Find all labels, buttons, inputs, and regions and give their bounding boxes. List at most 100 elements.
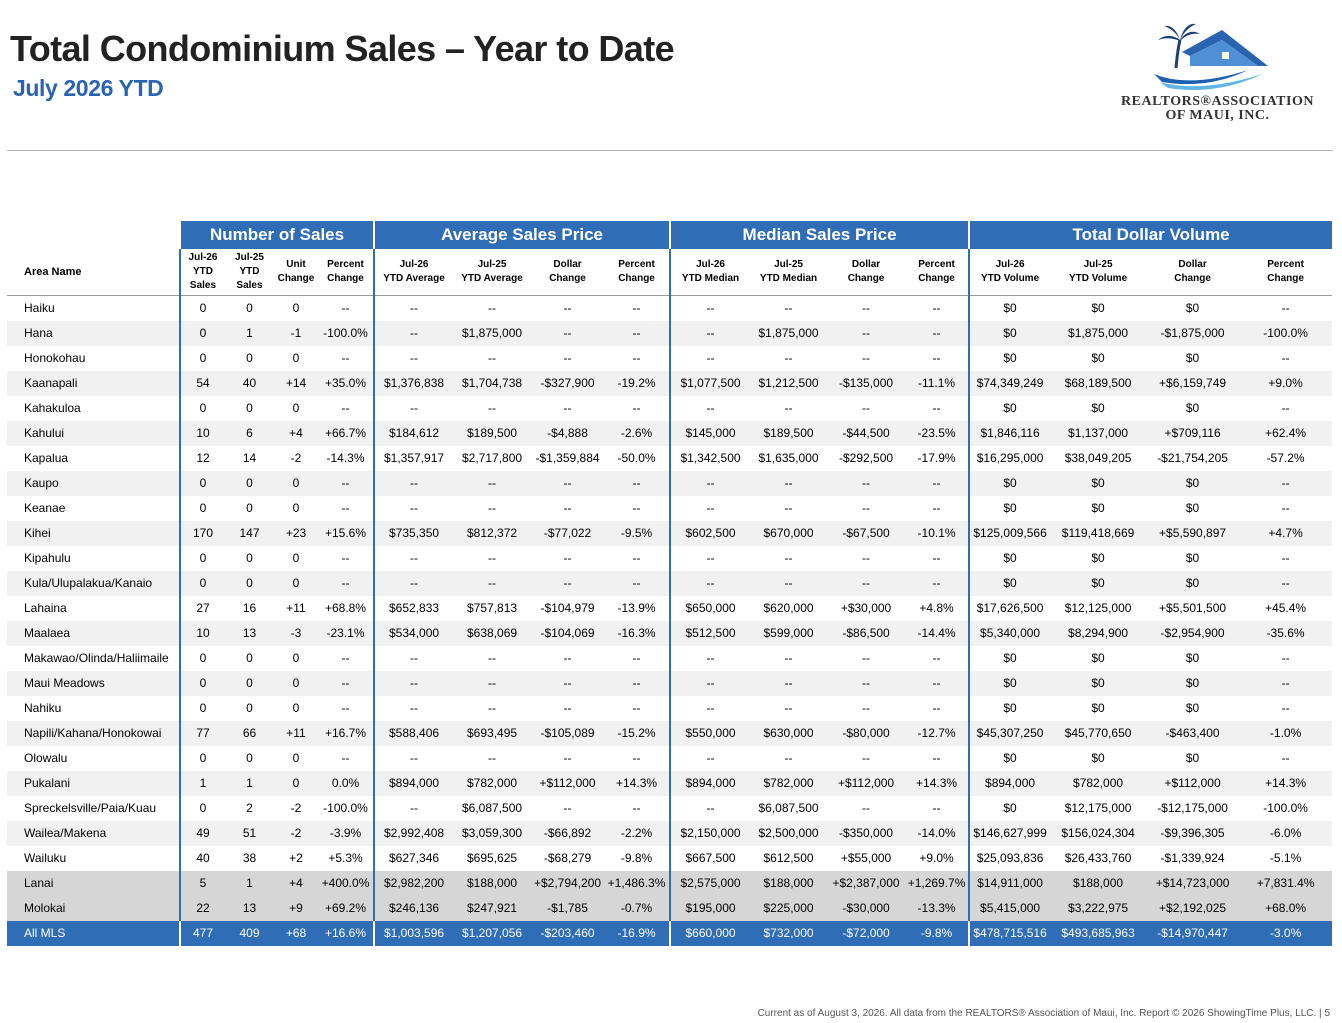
table-cell: 14: [242, 451, 257, 465]
table-cell: --: [1281, 701, 1290, 715]
table-cell: -$67,500: [842, 526, 890, 540]
table-cell: 0: [292, 701, 300, 715]
table-cell: $0: [1185, 301, 1200, 316]
table-row: Molokai 22 13 +9 +69.2% $246,136 $247,921 -$1,7…: [7, 895, 1333, 921]
table-cell: --: [669, 695, 751, 721]
table-cell: -$203,460: [531, 920, 605, 946]
table-cell: -$135,000: [839, 376, 894, 390]
table-cell: $602,500: [669, 520, 751, 546]
table-cell: $188,000: [750, 870, 828, 896]
table-row: Kihei 170 147 +23 +15.6% $735,350 $812,372 -$77…: [7, 520, 1333, 546]
table-cell: $0: [968, 495, 1051, 521]
area-name-cell: All MLS: [7, 920, 180, 946]
table-cell: 66: [242, 726, 257, 740]
table-cell: 77: [179, 720, 225, 746]
table-cell: +68: [274, 920, 318, 946]
table-cell: 0: [179, 345, 225, 371]
table-cell: 0: [292, 351, 300, 365]
column-header-line: YTD Volume: [1068, 273, 1128, 284]
area-name-cell: Kihei: [24, 526, 51, 540]
table-cell: $0: [968, 470, 1051, 496]
area-name-cell: Kaupo: [24, 476, 59, 490]
table-row: Pukalani 1 1 0 0.0% $894,000 $782,000 +$112,000…: [7, 770, 1333, 796]
column-header: Dollar Change: [531, 249, 605, 296]
logo-text-line1: REALTORS®ASSOCIATION: [1121, 94, 1314, 109]
table-cell: $225,000: [750, 895, 828, 921]
table-cell: 0: [246, 351, 253, 365]
table-cell: $3,059,300: [462, 826, 523, 840]
table-cell: $695,625: [467, 851, 518, 865]
table-cell: 54: [179, 370, 225, 396]
area-name-cell: Makawao/Olinda/Haliimaile: [24, 651, 169, 665]
table-cell: -23.1%: [326, 626, 365, 640]
table-cell: --: [932, 551, 941, 565]
table-cell: --: [784, 351, 793, 365]
column-header-line: Jul-26: [188, 252, 218, 263]
table-cell: --: [488, 401, 497, 415]
table-cell: $667,500: [669, 845, 751, 871]
table-cell: --: [632, 476, 641, 490]
page-subtitle: July 2026 YTD: [13, 75, 164, 101]
table-cell: $630,000: [763, 726, 814, 740]
table-cell: 0: [292, 476, 300, 490]
table-cell: +16.6%: [318, 920, 375, 946]
table-cell: --: [632, 551, 641, 565]
table-cell: 477: [179, 920, 225, 946]
table-cell: --: [1281, 676, 1290, 690]
table-cell: $1,003,596: [373, 920, 454, 946]
table-cell: --: [784, 651, 793, 665]
table-cell: -9.8%: [620, 851, 653, 865]
table-cell: $119,418,669: [1061, 526, 1135, 540]
table-cell: -2: [290, 451, 302, 465]
table-cell: $0: [968, 645, 1051, 671]
column-header-line: Sales: [189, 280, 217, 291]
table-cell: 51: [242, 826, 257, 840]
table-cell: --: [784, 701, 793, 715]
table-cell: -3.0%: [1239, 920, 1333, 946]
table-cell: -23.5%: [917, 426, 956, 440]
table-cell: -$44,500: [842, 426, 890, 440]
table-row: Kapalua 12 14 -2 -14.3% $1,357,917 $2,717,800-…: [7, 445, 1333, 471]
table-cell: $45,307,250: [968, 720, 1051, 746]
table-cell: --: [669, 295, 751, 321]
table-cell: $125,009,566: [968, 520, 1051, 546]
table-cell: 2: [246, 801, 253, 815]
table-cell: $246,136: [373, 895, 454, 921]
table-cell: +11: [286, 726, 306, 740]
table-cell: -100.0%: [323, 326, 368, 340]
table-cell: +9: [274, 895, 318, 921]
table-cell: --: [373, 570, 454, 596]
table-cell: 0: [246, 501, 253, 515]
table-cell: 0: [246, 301, 253, 316]
table-cell: $2,150,000: [669, 820, 751, 846]
column-header-line: Change: [918, 273, 955, 284]
table-cell: --: [669, 545, 751, 571]
association-logo: REALTORS®ASSOCIATION OF MAUI, INC.: [1110, 22, 1320, 130]
table-cell: 5: [179, 870, 225, 896]
group-average-sales-price: Average Sales Price: [373, 221, 671, 249]
table-cell: +4: [289, 426, 303, 440]
table-cell: +2: [289, 851, 303, 865]
table-cell: --: [1281, 401, 1290, 415]
table-cell: 0: [292, 551, 300, 565]
table-cell: $0: [1091, 551, 1105, 565]
table-row: Hana 0 1 -1 -100.0% -- $1,875,000 -- -- -- $1,875,…: [7, 320, 1333, 346]
table-cell: --: [669, 495, 751, 521]
table-cell: -2: [290, 801, 302, 815]
table-cell: $1,875,000: [758, 326, 819, 340]
table-cell: $0: [1185, 676, 1200, 690]
table-cell: --: [373, 495, 454, 521]
table-cell: $1,376,838: [373, 370, 454, 396]
column-header: Jul-25 YTD Sales: [225, 249, 274, 296]
page-footer: Current as of August 3, 2026. All data f…: [757, 1008, 1330, 1019]
table-cell: --: [341, 701, 350, 715]
group-number-of-sales: Number of Sales: [178, 221, 375, 249]
table-cell: --: [563, 551, 572, 565]
table-cell: -2: [290, 826, 302, 840]
table-cell: --: [488, 476, 497, 490]
table-cell: --: [932, 501, 941, 515]
area-name-cell: Nahiku: [24, 701, 62, 715]
table-cell: +69.2%: [318, 895, 375, 921]
table-cell: --: [669, 345, 751, 371]
table-cell: $45,770,650: [1064, 726, 1132, 740]
